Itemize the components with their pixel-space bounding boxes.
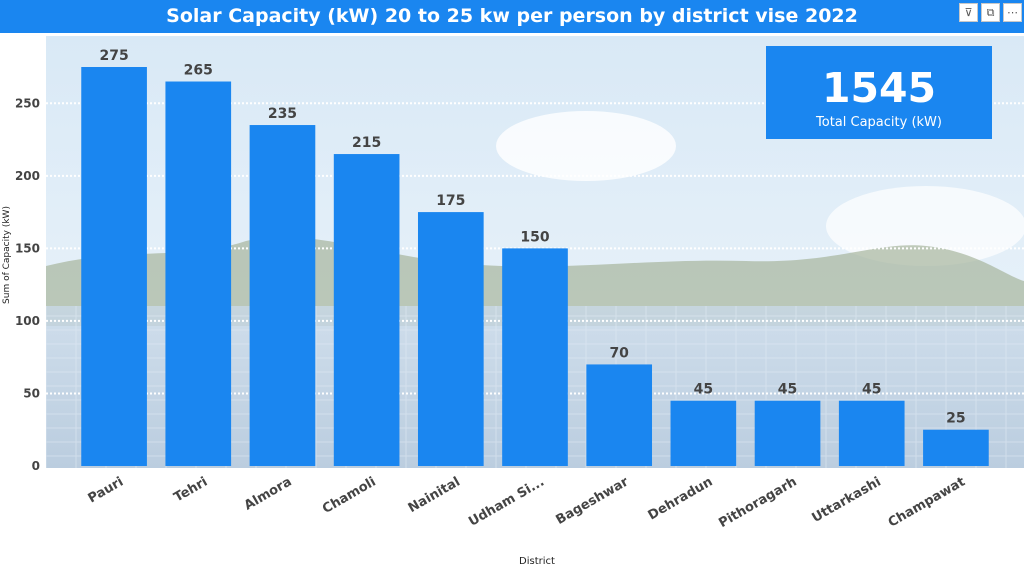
x-tick-label: Uttarkashi xyxy=(810,474,884,526)
data-label: 215 xyxy=(352,135,381,151)
kpi-label: Total Capacity (kW) xyxy=(816,115,942,130)
bar-tehri[interactable] xyxy=(165,81,232,466)
filter-icon[interactable]: ⊽ xyxy=(959,3,978,22)
bar-pauri[interactable] xyxy=(81,67,147,466)
focus-mode-icon[interactable]: ⧉ xyxy=(981,3,1000,22)
x-tick-label: Chamoli xyxy=(320,474,379,516)
y-axis-title: Sum of Capacity (kW) xyxy=(2,206,12,304)
x-tick-label: Almora xyxy=(242,474,295,513)
bar-champawat[interactable] xyxy=(923,429,989,466)
y-tick-label: 200 xyxy=(15,169,40,183)
data-label: 265 xyxy=(184,63,213,79)
bar-dehradun[interactable] xyxy=(670,400,737,466)
data-label: 175 xyxy=(436,193,465,209)
bar-chamoli[interactable] xyxy=(333,154,400,466)
x-tick-label: Pithoragarh xyxy=(716,474,799,531)
y-tick-label: 100 xyxy=(15,314,40,328)
kpi-value: 1545 xyxy=(821,64,937,112)
x-axis-title: District xyxy=(519,556,555,567)
data-label: 25 xyxy=(946,411,965,427)
data-label: 275 xyxy=(99,48,128,64)
data-label: 45 xyxy=(694,382,713,398)
x-tick-label: Champawat xyxy=(886,474,968,530)
bar-uttarkashi[interactable] xyxy=(838,400,905,466)
x-tick-label: Dehradun xyxy=(646,474,716,523)
title-bar xyxy=(0,0,1024,33)
x-tick-label: Tehri xyxy=(172,474,211,505)
visual-toolbar: ⊽ ⧉ ⋯ xyxy=(959,3,1022,22)
bar-almora[interactable] xyxy=(249,125,316,466)
x-tick-label: Udham Si... xyxy=(466,474,547,529)
bar-pithoragarh[interactable] xyxy=(754,400,821,466)
data-label: 150 xyxy=(520,229,549,245)
y-tick-label: 50 xyxy=(23,386,40,400)
data-label: 235 xyxy=(268,106,297,122)
y-tick-label: 150 xyxy=(15,241,40,255)
data-label: 45 xyxy=(778,382,797,398)
x-tick-label: Bageshwar xyxy=(554,474,632,528)
x-tick-label: Nainital xyxy=(406,474,463,516)
bar-udham-si[interactable] xyxy=(502,248,568,466)
y-tick-label: 0 xyxy=(32,459,40,473)
x-tick-label: Pauri xyxy=(86,474,126,506)
more-options-icon[interactable]: ⋯ xyxy=(1003,3,1022,22)
bar-nainital[interactable] xyxy=(417,212,484,466)
kpi-card: 1545 Total Capacity (kW) xyxy=(766,46,992,139)
data-label: 45 xyxy=(862,382,881,398)
data-label: 70 xyxy=(609,345,629,361)
y-tick-label: 250 xyxy=(15,96,40,110)
chart-title: Solar Capacity (kW) 20 to 25 kw per pers… xyxy=(166,5,858,27)
bar-bageshwar[interactable] xyxy=(586,364,653,466)
